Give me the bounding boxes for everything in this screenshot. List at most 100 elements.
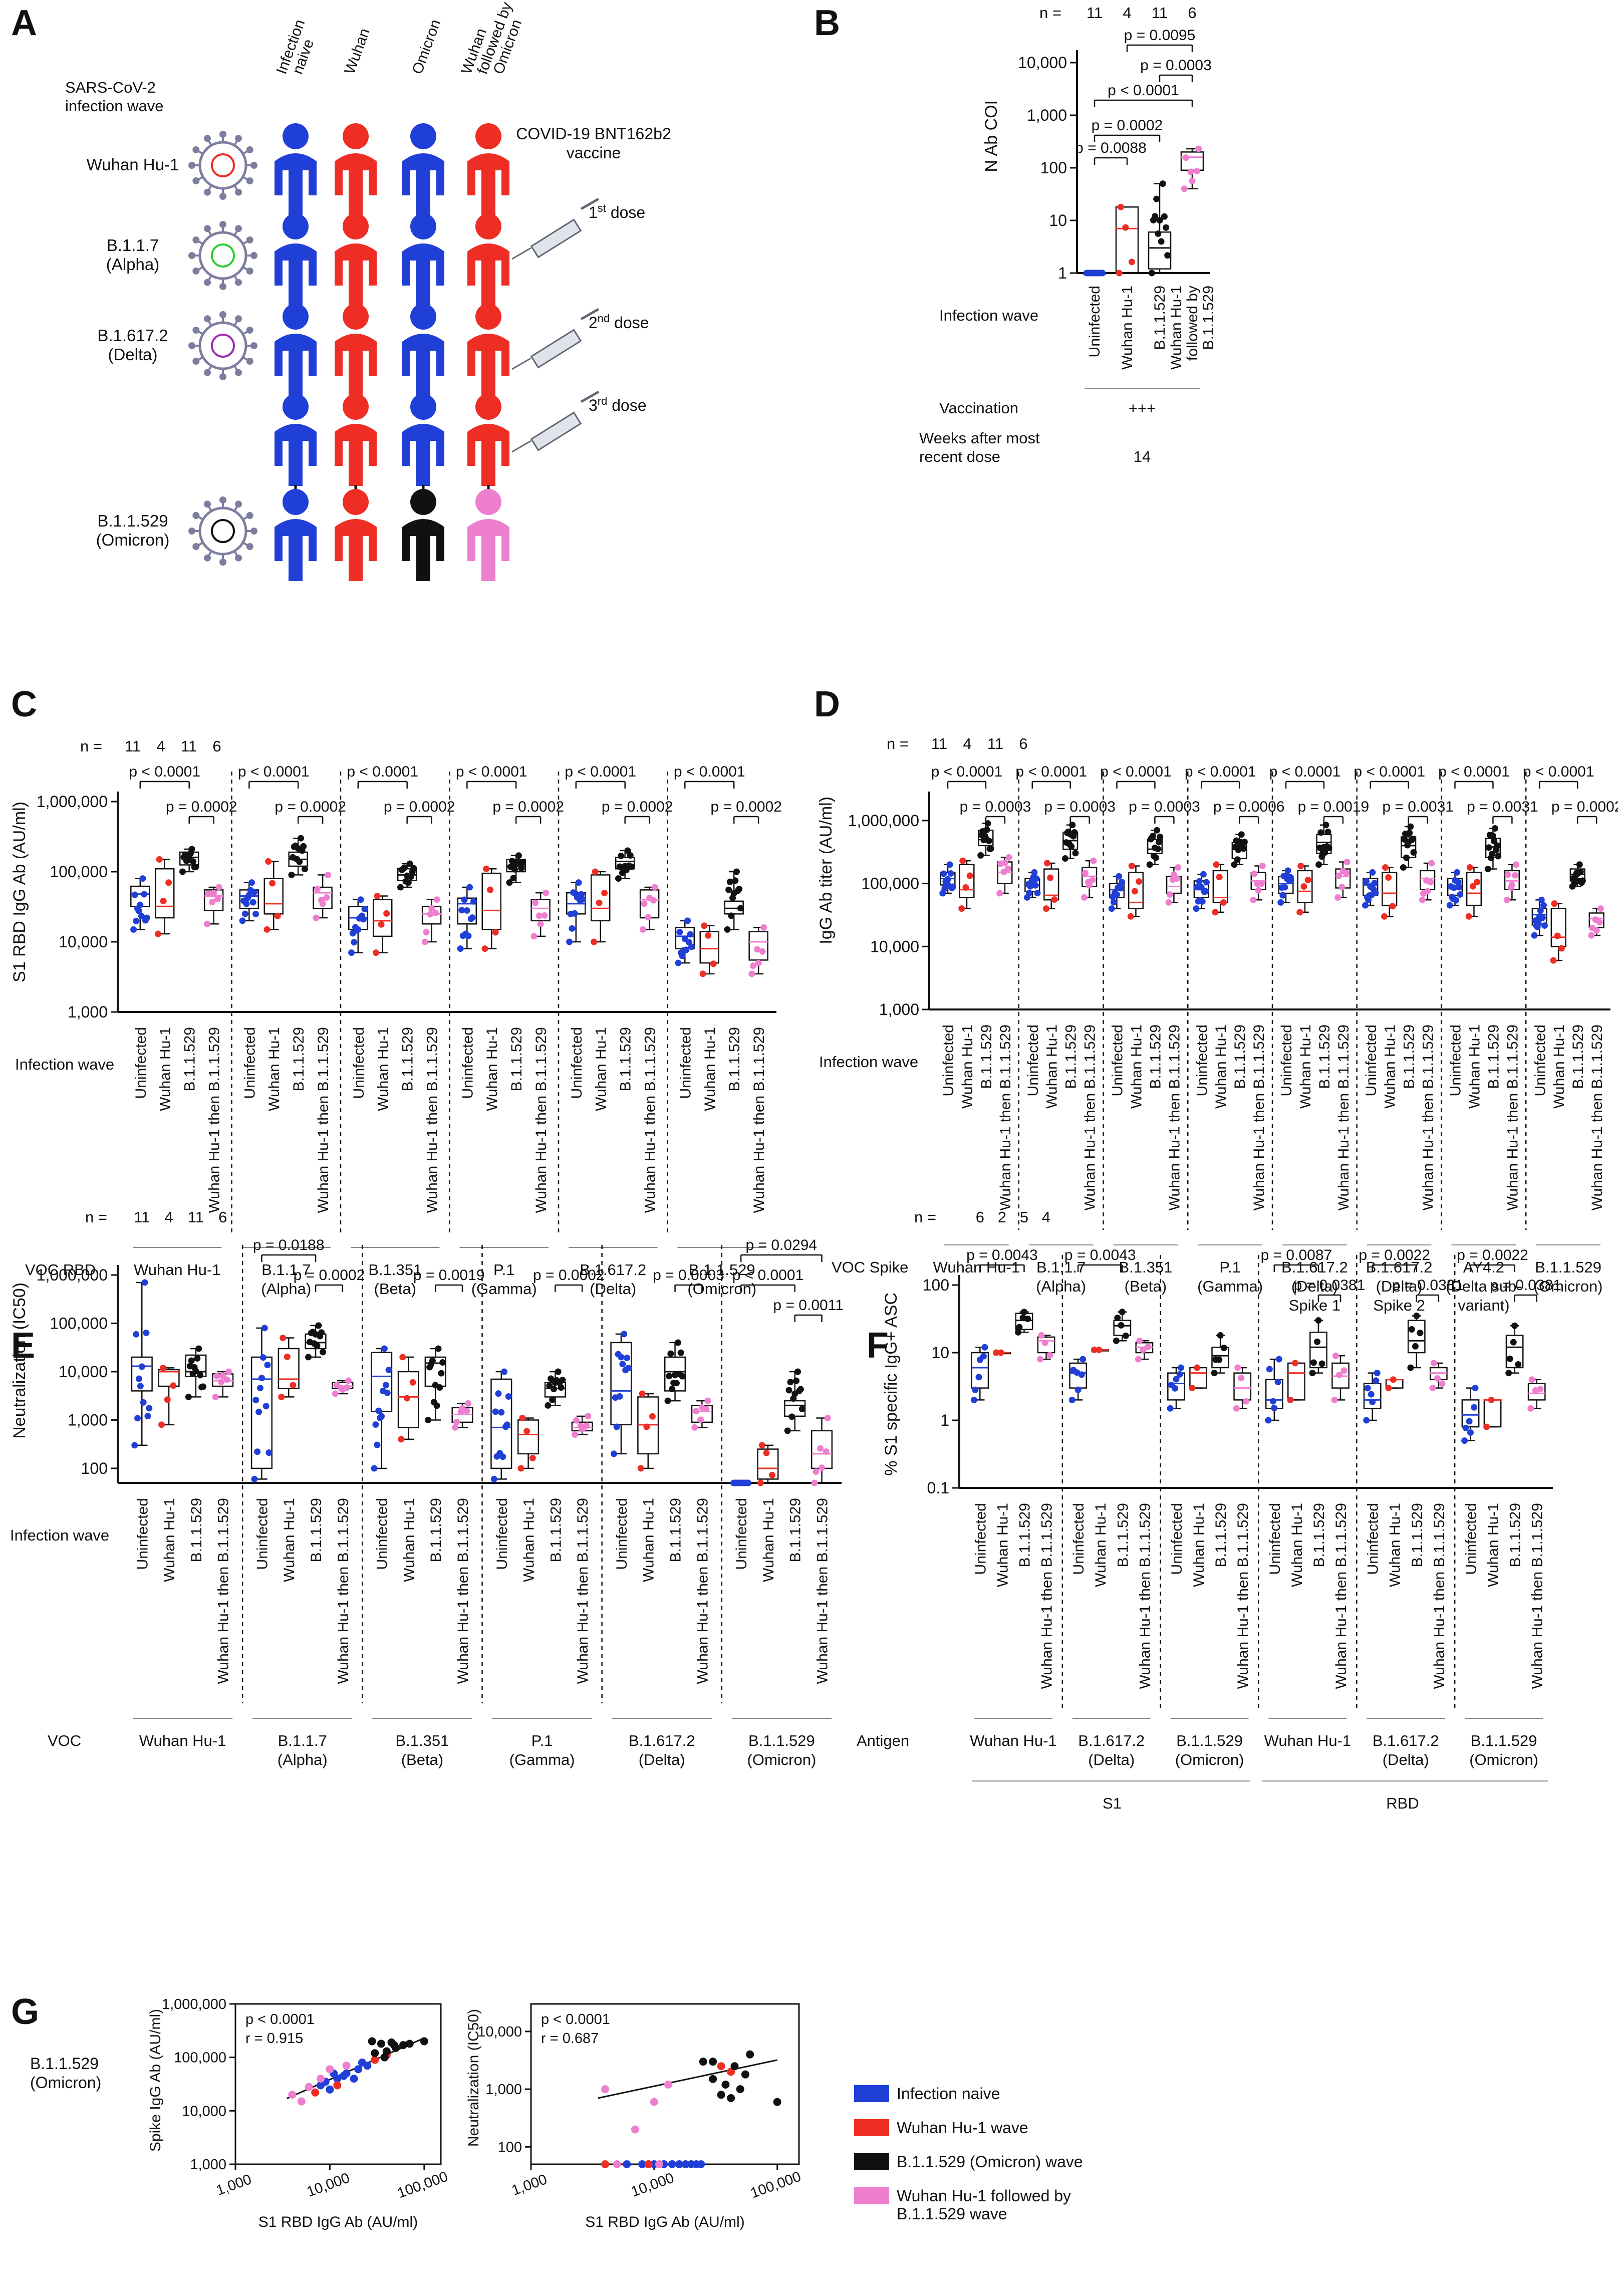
panel-d-box-4-0-point <box>1278 884 1285 891</box>
panel-d-box-7-0-point <box>1534 923 1541 930</box>
panel-g-right-point-both <box>631 2125 639 2134</box>
panel-c-group-label: B.1.1.529 <box>291 1027 307 1091</box>
panel-f-box-2-0-point <box>1178 1364 1185 1371</box>
panel-e-p-2-pvalue: p = 0.0019 <box>413 1267 485 1284</box>
panel-g-left-y-tick-label: 1,000 <box>190 2157 226 2173</box>
panel-c-box-5-0-point <box>676 928 683 935</box>
panel-c-box-5-0-point <box>675 959 682 966</box>
panel-c-box-4-2-point <box>615 875 622 882</box>
panel-g-right-point-omicron <box>746 2050 754 2059</box>
panel-c-voc-label: B.1.351 <box>368 1261 422 1279</box>
panel-d-n-label: n = <box>887 735 909 752</box>
panel-f-box-2-3-point <box>1233 1405 1240 1412</box>
panel-d-box-1-2-point <box>1061 855 1068 862</box>
panel-g-right-point-naive <box>697 2160 705 2168</box>
panel-e-box-5-1-point <box>769 1471 776 1478</box>
panel-d-box-5-0-point <box>1365 896 1372 903</box>
panel-d-box-6-0-point <box>1454 869 1461 876</box>
panel-c-box-3-1-point <box>487 886 494 893</box>
panel-e-voc-label: P.1 <box>531 1732 553 1749</box>
panel-g-right-x-label: S1 RBD IgG Ab (AU/ml) <box>585 2214 744 2230</box>
panel-d-box-4-2-point <box>1315 861 1322 868</box>
panel-f-group-label: Uninfected <box>1070 1503 1087 1575</box>
panel-g-left-point-naive <box>326 2085 334 2094</box>
panel-f-box-3-2-point <box>1314 1338 1321 1345</box>
panel-c-box-5-1-point <box>705 932 712 939</box>
panel-d-box-1-0-point <box>1031 869 1038 876</box>
panel-d-box-7-1-point <box>1550 957 1557 964</box>
panel-f-box-0-0-point <box>970 1396 977 1403</box>
panel-c-box-4-0-point <box>579 896 586 903</box>
virus-spike-head-icon <box>204 225 211 232</box>
virus-spike-head-icon <box>192 268 200 275</box>
panel-e-group-label: Uninfected <box>254 1498 271 1570</box>
panel-e-voc-axis-label: VOC <box>48 1732 81 1749</box>
panel-c-box-5-2-point <box>730 890 737 897</box>
panel-f-y-tick-label: 1 <box>940 1411 949 1429</box>
panel-c-box-5-3-point <box>748 970 755 977</box>
panel-f-box-0-2-point <box>1016 1324 1023 1331</box>
panel-f-box-4-3-point <box>1439 1380 1446 1387</box>
panel-c-box-0-3-point <box>215 884 222 891</box>
panel-b-p3-pvalue: p = 0.0002 <box>1092 117 1163 134</box>
panel-f-box-4-3-point <box>1434 1375 1441 1382</box>
person-head-icon <box>283 123 309 149</box>
person-head-icon <box>283 394 309 420</box>
panel-d-box-6-1-point <box>1469 883 1476 890</box>
panel-g-left-x-tick-label: 100,000 <box>395 2169 450 2202</box>
panel-b-p0-pvalue: p = 0.0095 <box>1124 27 1196 44</box>
panel-f-box-3-2-point <box>1315 1317 1322 1324</box>
panel-c-box-5-0-point <box>681 935 688 942</box>
panel-e-box-2-2-point <box>432 1382 439 1389</box>
panel-d-box-5-2-point <box>1403 854 1410 861</box>
panel-f-group-label: B.1.1.529 <box>1507 1503 1524 1567</box>
panel-c-box-3-1-box <box>481 872 501 930</box>
panel-g-left-y-tick-label: 10,000 <box>182 2103 226 2119</box>
panel-letter-a: A <box>11 3 37 43</box>
panel-b-group-label: Uninfected <box>1087 286 1103 357</box>
virus-spike-head-icon <box>192 327 200 334</box>
panel-e-box-5-3-point <box>811 1479 818 1486</box>
panel-g-right-point-naive <box>668 2160 676 2168</box>
panel-d-box-7-0-point <box>1536 913 1543 920</box>
panel-g-left-point-naive <box>354 2065 363 2074</box>
panel-b-group-label: Wuhan Hu-1 <box>1119 286 1136 370</box>
panel-c-group-label: Uninfected <box>133 1027 149 1099</box>
syringe-barrel-icon <box>530 411 582 451</box>
panel-c-box-3-1-point <box>481 945 488 952</box>
panel-e-box-5-2-point <box>785 1387 792 1394</box>
person-head-icon <box>410 489 436 515</box>
panel-c-box-2-3-point <box>421 938 428 945</box>
panel-e-y-tick-label: 1,000,000 <box>37 1266 108 1284</box>
panel-e-group-label: Uninfected <box>614 1498 630 1570</box>
panel-d-voc-label: (Omicron) <box>1534 1278 1603 1295</box>
panel-g-left-x-tick-label: 1,000 <box>214 2171 253 2199</box>
panel-c-box-2-3-point <box>427 911 434 918</box>
panel-c-box-0-1-box <box>155 868 175 919</box>
panel-d-box-3-2-point <box>1231 861 1238 868</box>
panel-d-box-4-0-point <box>1279 892 1286 899</box>
panel-g-left-point-omicron <box>382 2047 391 2056</box>
panel-c-box-2-2-point <box>404 872 411 879</box>
panel-e-box-4-3-point <box>704 1397 711 1404</box>
panel-d-box-3-1-point <box>1212 909 1219 916</box>
virus-spike-head-icon <box>250 528 257 535</box>
panel-f-y-tick-label: 100 <box>923 1276 949 1294</box>
panel-e-n-label: n = <box>85 1208 107 1226</box>
panel-f-n: 6 <box>976 1208 984 1226</box>
panel-c-box-4-0-point <box>567 910 574 917</box>
panel-f-voc-label: (Delta) <box>1088 1751 1135 1768</box>
panel-e-box-0-3-point <box>223 1376 230 1383</box>
panel-e-box-3-0-point <box>501 1368 508 1375</box>
panel-d-box-0-1-point <box>962 884 969 891</box>
panel-c-voc-label: Wuhan Hu-1 <box>134 1261 220 1279</box>
panel-d-box-1-2-point <box>1065 828 1072 835</box>
panel-b-group-3-point <box>1189 177 1196 184</box>
panel-d-box-1-3-point <box>1086 882 1093 889</box>
panel-g-legend-swatch <box>854 2187 889 2204</box>
panel-g-right-point-omicron <box>730 2062 739 2071</box>
panel-d-group-label: Wuhan Hu-1 <box>1044 1025 1060 1109</box>
virus-spike-head-icon <box>250 252 257 259</box>
panel-d-box-4-2-point <box>1325 844 1332 851</box>
panel-c-box-5-3-point <box>753 946 760 953</box>
